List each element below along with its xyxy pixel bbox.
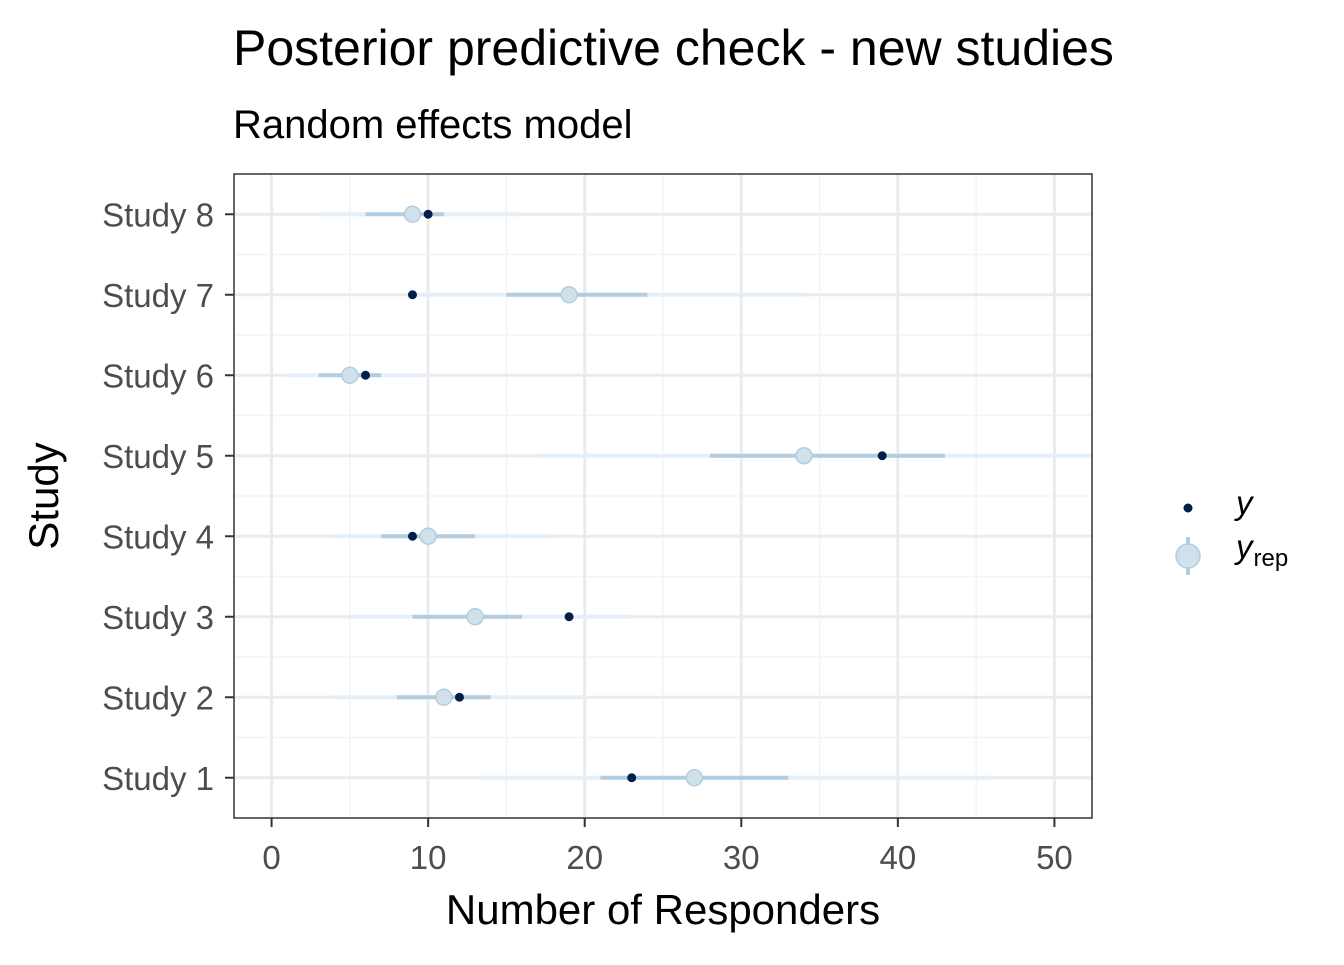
legend-y-key <box>1183 503 1193 513</box>
marks-layer <box>287 205 1092 787</box>
y-tick-label: Study 8 <box>102 196 214 233</box>
x-tick-label: 0 <box>262 839 280 876</box>
y-point <box>407 290 417 300</box>
y-tick-label: Study 2 <box>102 679 214 716</box>
yrep-point <box>403 205 422 223</box>
y-point <box>407 531 417 541</box>
y-point <box>564 612 574 622</box>
yrep-point <box>685 769 704 787</box>
y-tick-label: Study 3 <box>102 599 214 636</box>
y-tick-label: Study 6 <box>102 357 214 394</box>
y-point <box>454 692 464 702</box>
chart-subtitle: Random effects model <box>233 103 632 147</box>
x-tick-label: 20 <box>566 839 603 876</box>
legend-yrep-key <box>1175 543 1201 569</box>
yrep-point <box>560 286 578 304</box>
legend: y yrep <box>1175 484 1288 575</box>
y-point <box>877 451 887 461</box>
legend-y-label: y <box>1234 484 1255 521</box>
axis-layer: Study 1 Study 2 Study 3 Study 4 Study 5 Study… <box>102 196 1073 876</box>
yrep-point <box>795 447 813 465</box>
yrep-point <box>419 527 437 545</box>
legend-yrep-main: y <box>1234 528 1255 565</box>
y-tick-label: Study 5 <box>102 438 214 475</box>
y-tick-label: Study 1 <box>102 760 214 797</box>
x-tick-label: 30 <box>723 839 760 876</box>
legend-yrep-label: yrep <box>1234 528 1288 572</box>
y-point <box>627 773 637 783</box>
grid-layer <box>234 174 1092 818</box>
y-point <box>361 370 371 380</box>
chart-title: Posterior predictive check - new studies <box>233 20 1114 76</box>
x-tick-label: 10 <box>410 839 447 876</box>
y-axis-title: Study <box>20 442 67 549</box>
y-tick-label: Study 7 <box>102 277 214 314</box>
legend-yrep-subscript: rep <box>1254 545 1289 572</box>
y-tick-label: Study 4 <box>102 518 214 555</box>
panel-border <box>233 173 1093 819</box>
x-axis-title: Number of Responders <box>446 886 880 933</box>
y-point <box>423 209 433 219</box>
yrep-point <box>435 688 453 706</box>
x-tick-label: 40 <box>879 839 916 876</box>
yrep-point <box>341 366 359 384</box>
x-tick-label: 50 <box>1036 839 1073 876</box>
yrep-point <box>466 608 484 626</box>
